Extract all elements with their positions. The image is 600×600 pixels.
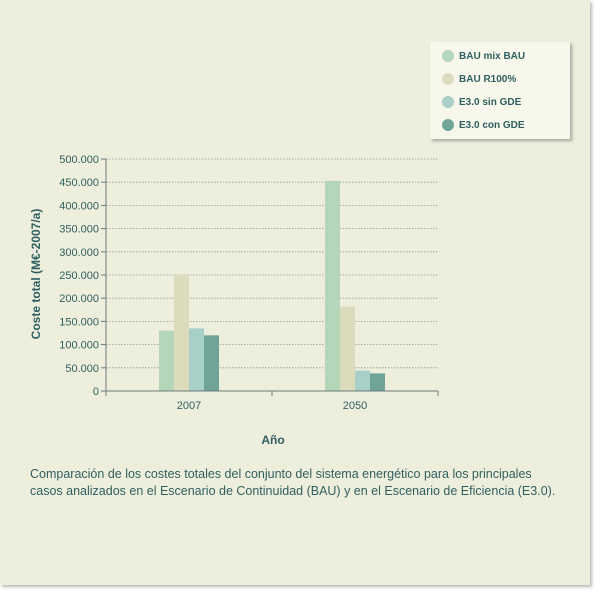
axes [101, 158, 439, 396]
legend-item-e30-con-gde: E3.0 con GDE [442, 117, 525, 133]
y-tick-label: 50.000 [65, 363, 99, 375]
legend-label: BAU mix BAU [459, 50, 526, 62]
y-tick-label: 250.000 [59, 270, 99, 282]
x-axis-title: Año [261, 433, 284, 447]
legend-swatch [442, 96, 454, 108]
y-axis-title: Coste total (M€-2007/a) [29, 209, 43, 340]
y-tick-label: 450.000 [59, 177, 99, 189]
y-tick-label: 350.000 [59, 224, 99, 236]
legend-label: E3.0 sin GDE [459, 96, 522, 108]
y-tick-label: 200.000 [59, 293, 99, 305]
grid-lines [106, 158, 438, 369]
y-tick-label: 150.000 [59, 316, 99, 328]
legend: BAU mix BAU BAU R100% E3.0 sin GDE E3.0 … [430, 42, 570, 139]
y-tick-label: 100.000 [59, 340, 99, 352]
legend-item-e30-sin-gde: E3.0 sin GDE [442, 94, 521, 110]
bar-2050-2 [340, 306, 355, 391]
legend-swatch [442, 50, 454, 62]
legend-swatch [442, 73, 454, 85]
legend-swatch [442, 119, 454, 131]
bar-2050-4 [370, 373, 385, 391]
y-tick-label: 300.000 [59, 247, 99, 259]
legend-label: E3.0 con GDE [459, 119, 525, 131]
x-tick-label: 2007 [177, 400, 201, 412]
figure-caption: Comparación de los costes totales del co… [30, 467, 556, 498]
bars [159, 180, 385, 391]
bar-2007-2 [174, 275, 189, 391]
legend-item-bau-r100: BAU R100% [442, 71, 516, 87]
bar-2007-1 [159, 330, 174, 391]
legend-label: BAU R100% [459, 73, 517, 85]
y-tick-labels: 0 50.000 100.000 150.000 200.000 250.000 300.0… [59, 154, 99, 398]
y-tick-label: 0 [93, 386, 99, 398]
bar-2050-1 [325, 180, 340, 391]
y-tick-label: 500.000 [59, 154, 99, 166]
x-tick-labels: 2007 2050 [177, 400, 367, 412]
bar-2007-4 [204, 335, 219, 391]
legend-item-bau-mix-bau: BAU mix BAU [442, 48, 525, 64]
bar-2007-3 [189, 328, 204, 391]
bar-2050-3 [355, 370, 370, 391]
y-tick-label: 400.000 [59, 200, 99, 212]
x-tick-label: 2050 [343, 400, 367, 412]
